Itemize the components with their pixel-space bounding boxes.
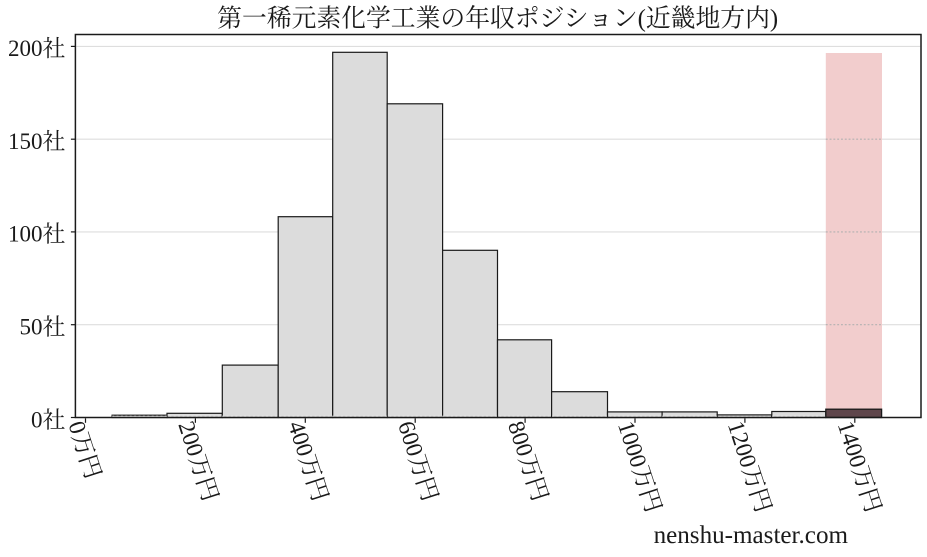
svg-text:100社: 100社 bbox=[8, 222, 66, 247]
svg-text:nenshu-master.com: nenshu-master.com bbox=[654, 522, 849, 549]
svg-text:0社: 0社 bbox=[31, 407, 66, 432]
svg-text:50社: 50社 bbox=[20, 315, 66, 340]
svg-text:150社: 150社 bbox=[8, 129, 66, 154]
svg-text:第一稀元素化学工業の年収ポジション(近畿地方内): 第一稀元素化学工業の年収ポジション(近畿地方内) bbox=[217, 4, 778, 32]
svg-text:200社: 200社 bbox=[8, 36, 66, 61]
